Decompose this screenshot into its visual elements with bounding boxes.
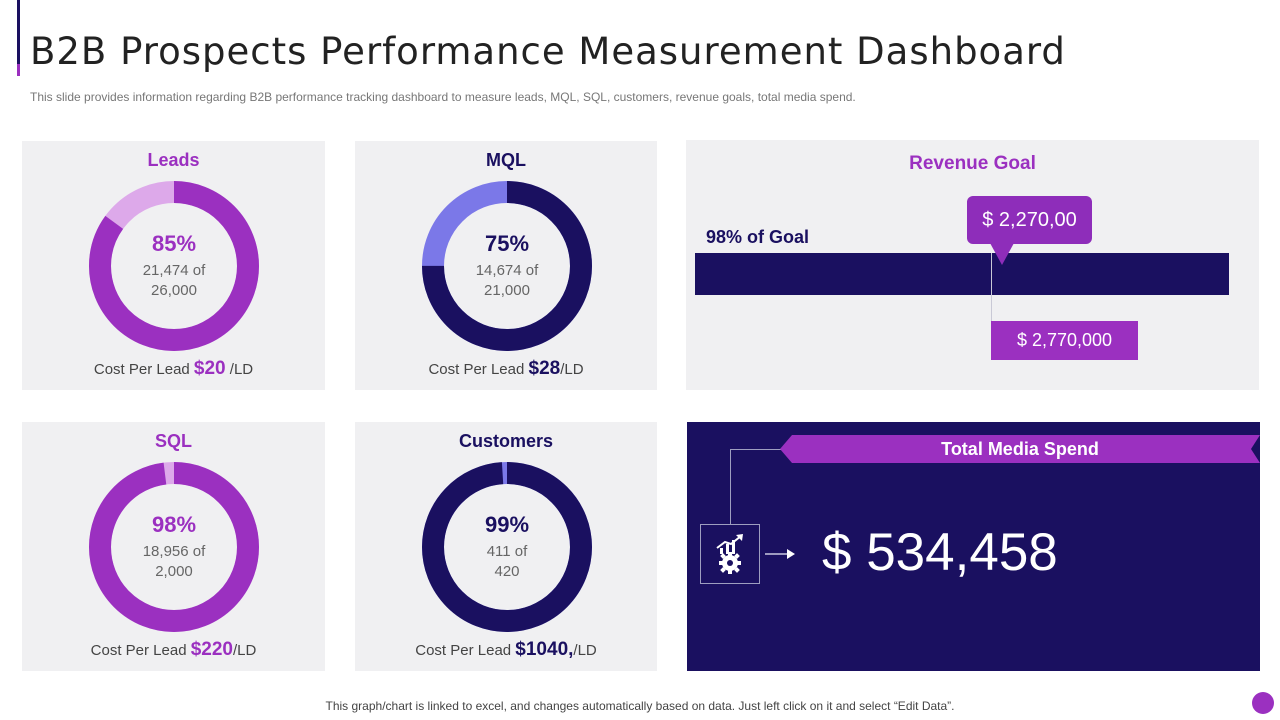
sql-cost: Cost Per Lead $220/LD: [22, 639, 325, 661]
revenue-goal-percent: 98% of Goal: [706, 227, 810, 247]
media-spend-value: $ 534,458: [822, 523, 1058, 582]
page-title: B2B Prospects Performance Measurement Da…: [30, 30, 1066, 73]
title-accent-bar: [17, 0, 20, 76]
leads-cost: Cost Per Lead $20 /LD: [22, 358, 325, 380]
footer-note: This graph/chart is linked to excel, and…: [325, 699, 955, 713]
arrow-right-icon: [765, 549, 795, 559]
leads-cost-label: Cost Per Lead: [93, 361, 190, 378]
leads-cost-value: $20: [193, 358, 226, 379]
customers-percent: 99%: [484, 512, 530, 537]
customers-card[interactable]: Customers 99% 411 of 420 Cost Per Lead $…: [355, 422, 657, 671]
sql-count-line1: 18,956 of: [142, 543, 206, 560]
mql-card[interactable]: MQL 75% 14,674 of 21,000 Cost Per Lead $…: [355, 141, 657, 390]
customers-cost: Cost Per Lead $1040,/LD: [355, 639, 657, 661]
mql-donut-chart[interactable]: [422, 181, 592, 351]
sql-donut-chart[interactable]: [89, 462, 259, 632]
revenue-goal-card[interactable]: Revenue Goal 98% of Goal $ 2,270,00 $ 2,…: [686, 140, 1259, 390]
customers-cost-label: Cost Per Lead: [415, 642, 512, 659]
revenue-connector-line: [991, 253, 992, 341]
mql-donut-arc: [422, 181, 592, 351]
revenue-progress-bar: [695, 253, 1229, 295]
sql-title: SQL: [154, 431, 192, 451]
media-spend-title: Total Media Spend: [780, 435, 1260, 463]
revenue-target-value: $ 2,770,000: [991, 321, 1138, 360]
leads-percent: 85%: [151, 231, 197, 256]
leads-donut-center: 85% 21,474 of 26,000: [89, 181, 259, 351]
mql-title: MQL: [486, 150, 526, 170]
growth-gear-icon: [700, 524, 760, 584]
sql-percent: 98%: [151, 512, 197, 537]
mql-donut-center: 75% 14,674 of 21,000: [422, 181, 592, 351]
sql-donut-center: 98% 18,956 of 2,000: [89, 462, 259, 632]
sql-cost-value: $220: [190, 639, 233, 660]
mql-count-line2: 21,000: [484, 282, 530, 299]
media-spend-card[interactable]: Total Media Spend: [687, 422, 1260, 671]
sql-card[interactable]: SQL 98% 18,956 of 2,000 Cost Per Lead $2…: [22, 422, 325, 671]
leads-donut-arc: [89, 181, 259, 351]
customers-cost-value: $1040,: [515, 639, 574, 660]
media-connector-vertical: [730, 449, 731, 524]
sql-donut-arc: [89, 462, 259, 632]
leads-count-line1: 21,474 of: [142, 262, 206, 279]
leads-cost-unit: /LD: [225, 361, 254, 378]
revenue-bubble-pointer: [990, 243, 1014, 265]
sql-cost-label: Cost Per Lead: [90, 642, 187, 659]
mql-percent: 75%: [484, 231, 530, 256]
leads-card[interactable]: Leads 85% 21,474 of 26,000 Cost Per Lead…: [22, 141, 325, 390]
customers-count-line2: 420: [494, 563, 520, 580]
customers-donut-arc: [422, 462, 592, 632]
corner-dot: [1252, 692, 1274, 714]
customers-cost-unit: /LD: [573, 642, 597, 659]
customers-title: Customers: [458, 431, 554, 451]
media-connector-horizontal: [730, 449, 782, 450]
mql-cost-label: Cost Per Lead: [428, 361, 525, 378]
leads-donut-chart[interactable]: [89, 181, 259, 351]
revenue-goal-title: Revenue Goal: [909, 153, 1036, 174]
sql-cost-unit: /LD: [233, 642, 257, 659]
customers-donut-center: 99% 411 of 420: [422, 462, 592, 632]
leads-title: Leads: [147, 150, 200, 170]
title-accent-bar-highlight: [17, 64, 20, 76]
page-subtitle: This slide provides information regardin…: [30, 90, 856, 104]
sql-count-line2: 2,000: [155, 563, 193, 580]
customers-count-line1: 411 of: [486, 543, 528, 560]
leads-count-line2: 26,000: [151, 282, 197, 299]
mql-cost: Cost Per Lead $28/LD: [355, 358, 657, 380]
revenue-current-bubble: $ 2,270,00: [967, 196, 1092, 244]
mql-count-line1: 14,674 of: [475, 262, 539, 279]
customers-donut-chart[interactable]: [422, 462, 592, 632]
mql-cost-unit: /LD: [560, 361, 584, 378]
mql-cost-value: $28: [528, 358, 561, 379]
